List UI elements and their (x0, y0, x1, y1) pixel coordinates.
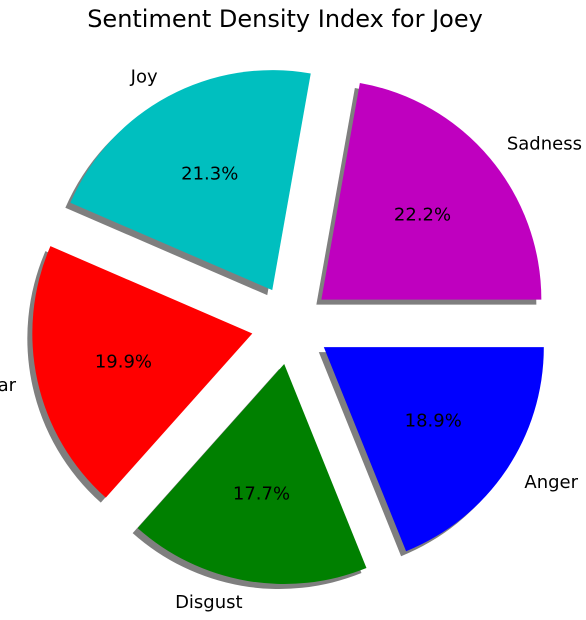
percent-label-joy: 21.3% (181, 163, 238, 184)
chart-title: Sentiment Density Index for Joey (87, 5, 483, 33)
percent-label-anger: 18.9% (405, 411, 462, 432)
category-label-sadness: Sadness (507, 134, 582, 155)
pie-slices (32, 70, 544, 585)
pie-slice-fear (32, 246, 253, 498)
slice-labels: 22.2% Sadness 21.3% Joy 19.9% Fear 17.7% Disgus… (0, 66, 582, 612)
category-label-joy: Joy (130, 66, 158, 87)
pie-slice-sadness (321, 82, 542, 300)
percent-label-disgust: 17.7% (233, 484, 290, 505)
percent-label-fear: 19.9% (95, 351, 152, 372)
category-label-fear: Fear (0, 375, 17, 396)
pie-slice-disgust (137, 364, 367, 585)
pie-slice-anger (323, 347, 544, 552)
percent-label-sadness: 22.2% (394, 204, 451, 225)
pie-slice-joy (70, 70, 311, 291)
category-label-anger: Anger (524, 472, 578, 493)
category-label-disgust: Disgust (175, 592, 243, 613)
